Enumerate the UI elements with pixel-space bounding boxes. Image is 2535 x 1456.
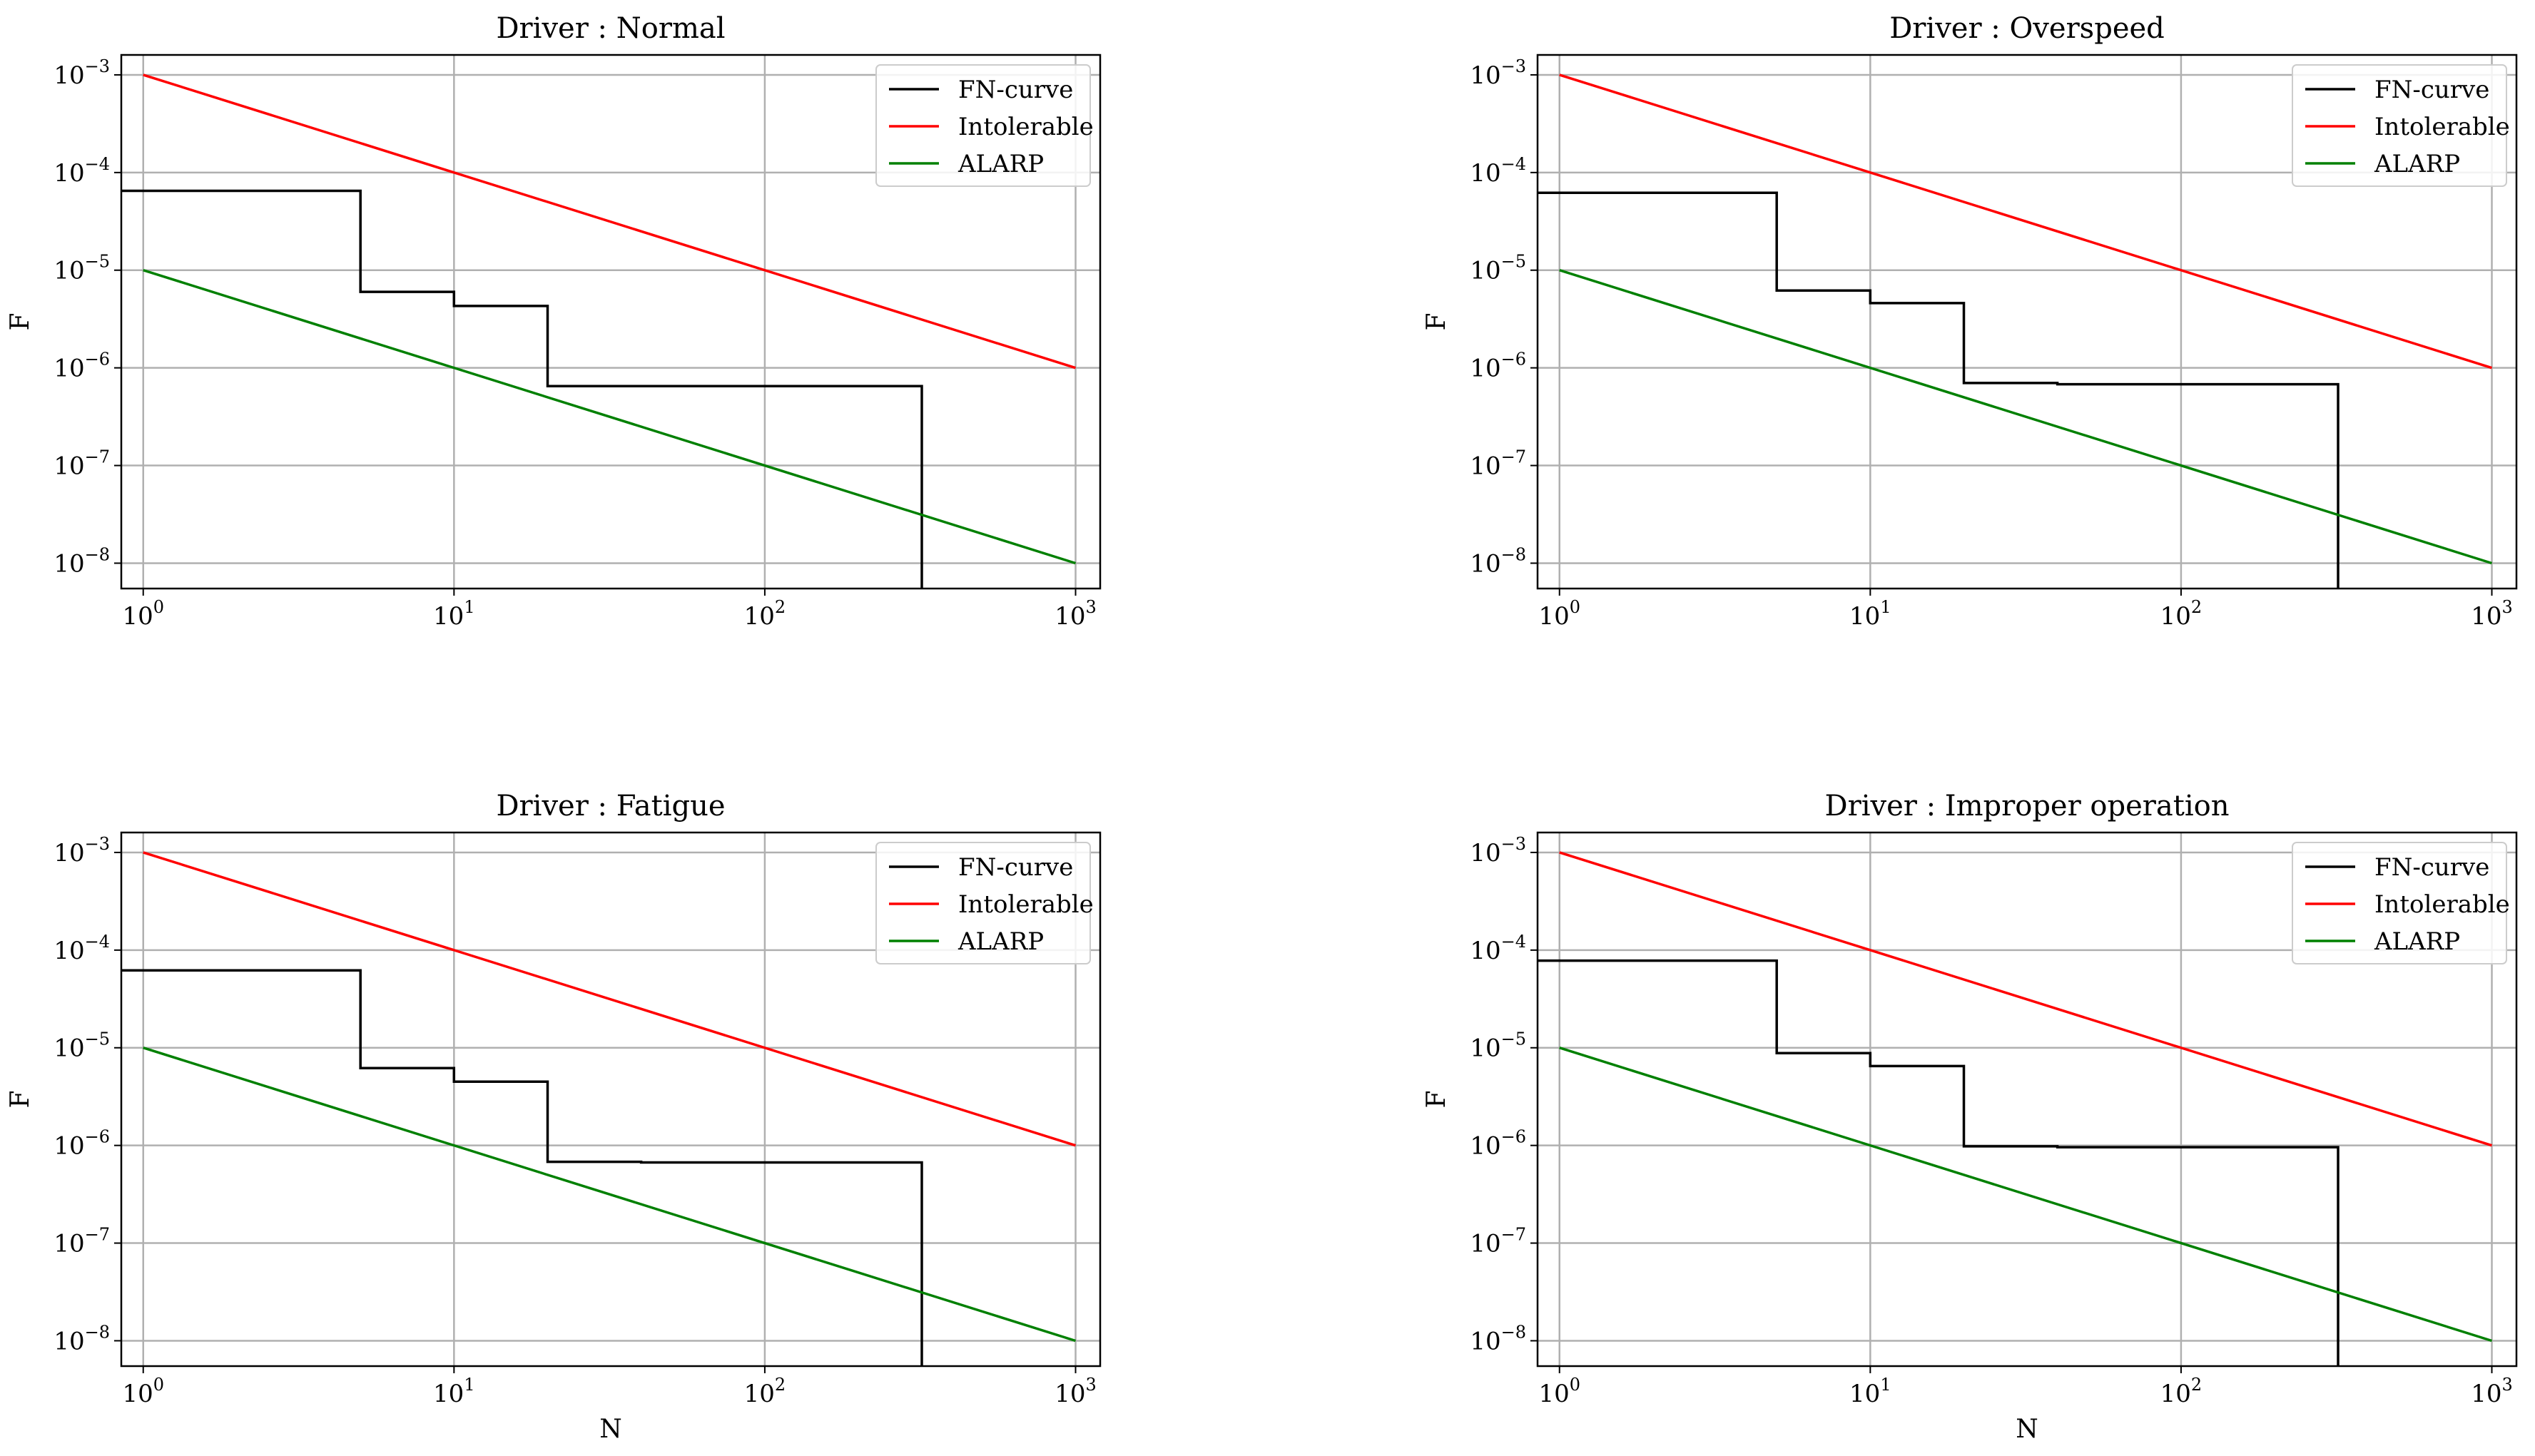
legend: FN-curve Intolerable ALARP bbox=[875, 842, 1094, 964]
series-alarp bbox=[143, 269, 1077, 565]
y-tick-label: 10−8 bbox=[1470, 544, 1526, 578]
y-tick-label: 10−6 bbox=[54, 1127, 110, 1161]
y-tick-label: 10−6 bbox=[1470, 1127, 1526, 1161]
x-tick-label: 101 bbox=[1849, 1375, 1891, 1408]
x-tick-label: 100 bbox=[1538, 1375, 1580, 1408]
panel-title: Driver : Normal bbox=[496, 12, 725, 45]
legend-box bbox=[2292, 64, 2507, 187]
legend-label-alarp: ALARP bbox=[957, 927, 1044, 956]
x-tick-label: 102 bbox=[2160, 1375, 2203, 1408]
y-tick-label: 10−7 bbox=[1470, 1225, 1526, 1258]
x-axis-label: N bbox=[599, 1415, 622, 1444]
y-tick-label: 10−5 bbox=[54, 252, 110, 285]
legend-label-intolerable: Intolerable bbox=[2374, 113, 2510, 141]
x-tick-label: 101 bbox=[1849, 597, 1891, 631]
legend-label-fn-curve: FN-curve bbox=[2374, 853, 2489, 882]
legend-box bbox=[875, 842, 1091, 964]
plot-area bbox=[1538, 851, 2493, 1366]
y-tick-label: 10−3 bbox=[54, 56, 110, 90]
y-tick-label: 10−8 bbox=[1470, 1322, 1526, 1355]
series-intolerable bbox=[143, 73, 1077, 370]
series-intolerable bbox=[1559, 851, 2493, 1147]
y-tick-label: 10−7 bbox=[54, 447, 110, 481]
y-tick-label: 10−8 bbox=[54, 544, 110, 578]
x-tick-label: 102 bbox=[744, 597, 786, 631]
panel-driver-overspeed: 100 101 102 103 10−8 10−7 10−6 10−5 10−4 10−3 Driv… bbox=[1422, 12, 2518, 631]
legend: FN-curve Intolerable ALARP bbox=[875, 64, 1094, 187]
y-tick-label: 10−7 bbox=[1470, 447, 1526, 481]
x-tick-label: 100 bbox=[122, 1375, 164, 1408]
y-axis-label: F bbox=[6, 313, 35, 331]
y-axis-label: F bbox=[6, 1091, 35, 1109]
plot-area bbox=[121, 851, 1077, 1366]
legend-label-alarp: ALARP bbox=[2374, 150, 2460, 178]
axes-frame bbox=[1536, 831, 2518, 1368]
legend-label-intolerable: Intolerable bbox=[2374, 890, 2510, 919]
legend: FN-curve Intolerable ALARP bbox=[2292, 64, 2510, 187]
legend-label-alarp: ALARP bbox=[2374, 927, 2460, 956]
y-tick-label: 10−5 bbox=[1470, 1029, 1526, 1063]
y-tick-label: 10−3 bbox=[1470, 56, 1526, 90]
x-tick-label: 100 bbox=[122, 597, 164, 631]
plot-area bbox=[121, 73, 1077, 589]
y-tick-label: 10−4 bbox=[1470, 932, 1526, 965]
x-tick-label: 103 bbox=[2471, 597, 2513, 631]
legend-label-intolerable: Intolerable bbox=[958, 113, 1094, 141]
y-tick-label: 10−4 bbox=[1470, 154, 1526, 188]
y-tick-label: 10−7 bbox=[54, 1225, 110, 1258]
panel-title: Driver : Improper operation bbox=[1825, 790, 2230, 823]
panel-driver-fatigue: 100 101 102 103 10−8 10−7 10−6 10−5 10−4 10−3 Driv… bbox=[6, 790, 1102, 1444]
x-tick-label: 101 bbox=[433, 597, 475, 631]
legend-label-fn-curve: FN-curve bbox=[958, 853, 1073, 882]
y-tick-label: 10−5 bbox=[54, 1029, 110, 1063]
y-axis-label: F bbox=[1422, 313, 1451, 331]
legend-label-fn-curve: FN-curve bbox=[958, 76, 1073, 104]
y-tick-label: 10−8 bbox=[54, 1322, 110, 1355]
series-alarp bbox=[1559, 1047, 2493, 1343]
panel-driver-normal: 100 101 102 103 10−8 10−7 10−6 10−5 10−4 10−3 Driv… bbox=[6, 12, 1102, 631]
y-tick-label: 10−3 bbox=[54, 834, 110, 867]
panel-title: Driver : Overspeed bbox=[1889, 12, 2165, 45]
axes-frame bbox=[1536, 54, 2518, 590]
legend-label-fn-curve: FN-curve bbox=[2374, 76, 2489, 104]
series-intolerable bbox=[1559, 73, 2493, 370]
y-axis-label: F bbox=[1422, 1091, 1451, 1109]
panel-title: Driver : Fatigue bbox=[496, 790, 725, 823]
y-tick-label: 10−4 bbox=[54, 932, 110, 965]
axes-frame bbox=[120, 54, 1102, 590]
x-tick-label: 102 bbox=[744, 1375, 786, 1408]
legend-box bbox=[875, 64, 1091, 187]
x-tick-label: 103 bbox=[1055, 1375, 1097, 1408]
series-fn-curve bbox=[121, 189, 923, 589]
y-tick-label: 10−6 bbox=[54, 350, 110, 383]
y-tick-label: 10−3 bbox=[1470, 834, 1526, 867]
x-tick-label: 100 bbox=[1538, 597, 1580, 631]
plot-area bbox=[1538, 73, 2493, 589]
y-tick-label: 10−5 bbox=[1470, 252, 1526, 285]
x-tick-label: 101 bbox=[433, 1375, 475, 1408]
y-tick-label: 10−4 bbox=[54, 154, 110, 188]
series-fn-curve bbox=[121, 969, 923, 1366]
series-fn-curve bbox=[1538, 191, 2340, 589]
x-tick-label: 102 bbox=[2160, 597, 2203, 631]
legend-box bbox=[2292, 842, 2507, 964]
series-fn-curve bbox=[1538, 959, 2340, 1366]
panel-driver-improper-operation: 100 101 102 103 10−8 10−7 10−6 10−5 10−4 10−3 Driv… bbox=[1422, 790, 2518, 1444]
legend-label-intolerable: Intolerable bbox=[958, 890, 1094, 919]
series-alarp bbox=[143, 1047, 1077, 1343]
x-axis-label: N bbox=[2016, 1415, 2038, 1444]
y-tick-label: 10−6 bbox=[1470, 350, 1526, 383]
axes-frame bbox=[120, 831, 1102, 1368]
legend-label-alarp: ALARP bbox=[957, 150, 1044, 178]
series-intolerable bbox=[143, 851, 1077, 1147]
legend: FN-curve Intolerable ALARP bbox=[2292, 842, 2510, 964]
x-tick-label: 103 bbox=[2471, 1375, 2513, 1408]
series-alarp bbox=[1559, 269, 2493, 565]
x-tick-label: 103 bbox=[1055, 597, 1097, 631]
